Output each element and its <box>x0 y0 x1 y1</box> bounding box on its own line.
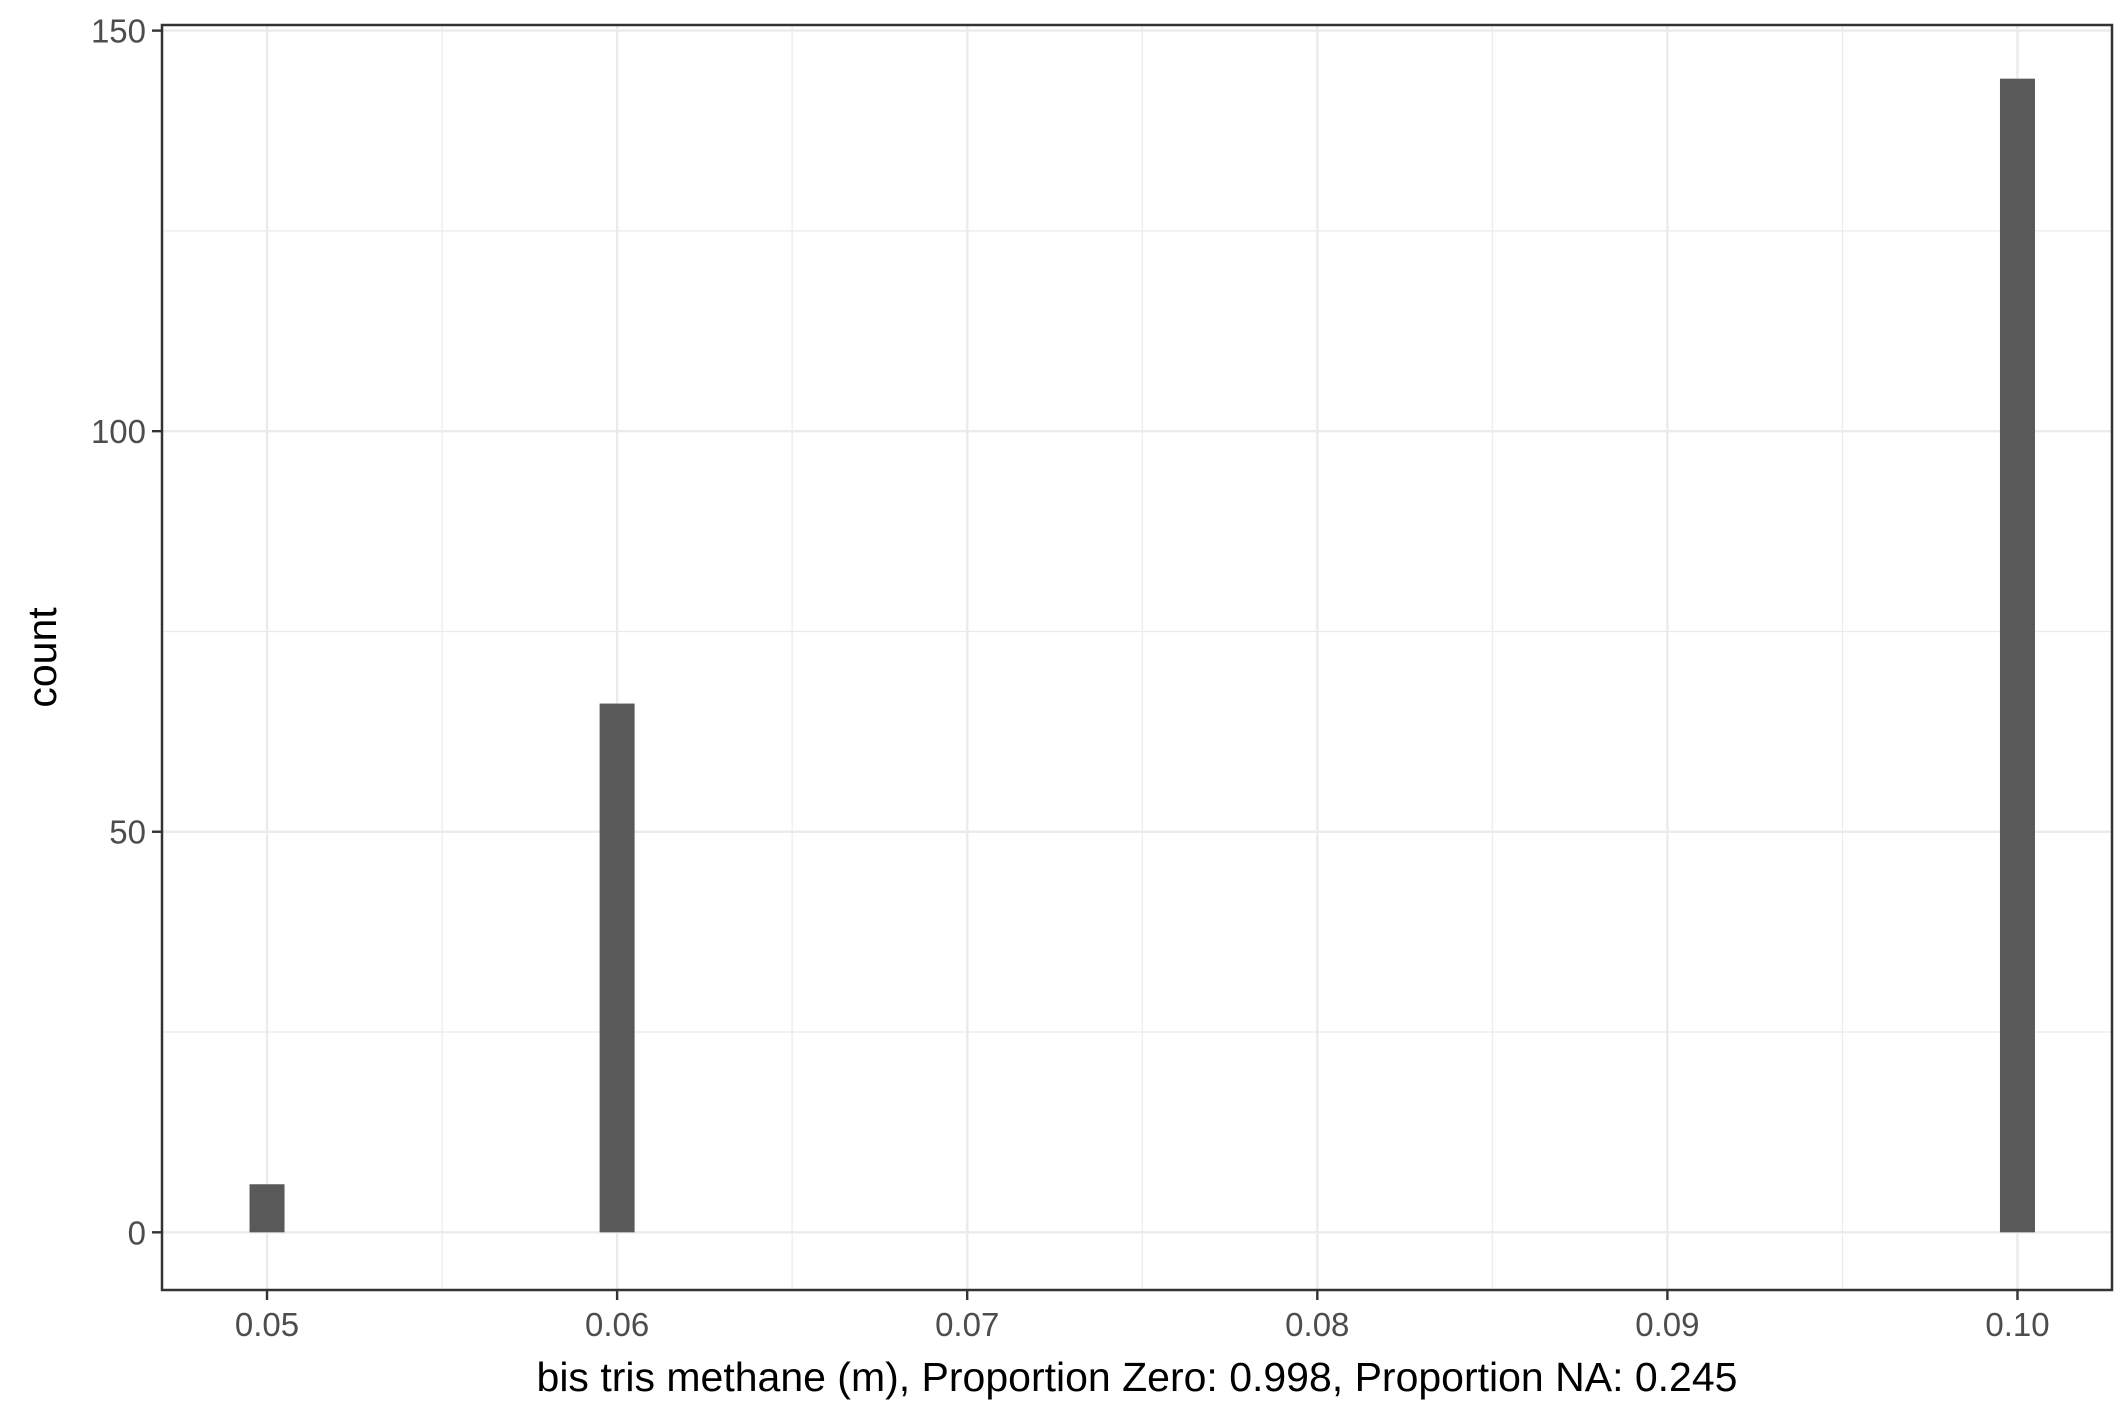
x-tick-label: 0.05 <box>235 1306 299 1343</box>
y-axis-ticks: 0 50 100 150 <box>91 13 162 1251</box>
y-tick-label: 50 <box>109 814 146 851</box>
histogram-bar <box>1999 78 2035 1233</box>
major-gridlines <box>162 25 2112 1290</box>
x-axis-title: bis tris methane (m), Proportion Zero: 0… <box>537 1354 1738 1400</box>
y-axis-title: count <box>19 607 65 708</box>
x-tick-label: 0.07 <box>935 1306 999 1343</box>
histogram-bar <box>249 1184 285 1233</box>
histogram-bar <box>599 703 635 1233</box>
bars <box>249 78 2035 1233</box>
x-tick-label: 0.06 <box>585 1306 649 1343</box>
minor-gridlines <box>162 25 2112 1290</box>
y-tick-label: 0 <box>128 1214 146 1251</box>
x-tick-label: 0.08 <box>1285 1306 1349 1343</box>
y-tick-label: 100 <box>91 413 146 450</box>
panel-border <box>160 23 2114 1292</box>
y-tick-label: 150 <box>91 13 146 50</box>
x-axis-ticks: 0.05 0.06 0.07 0.08 0.09 0.10 <box>235 1290 2050 1343</box>
x-tick-label: 0.09 <box>1635 1306 1699 1343</box>
x-tick-label: 0.10 <box>1985 1306 2049 1343</box>
